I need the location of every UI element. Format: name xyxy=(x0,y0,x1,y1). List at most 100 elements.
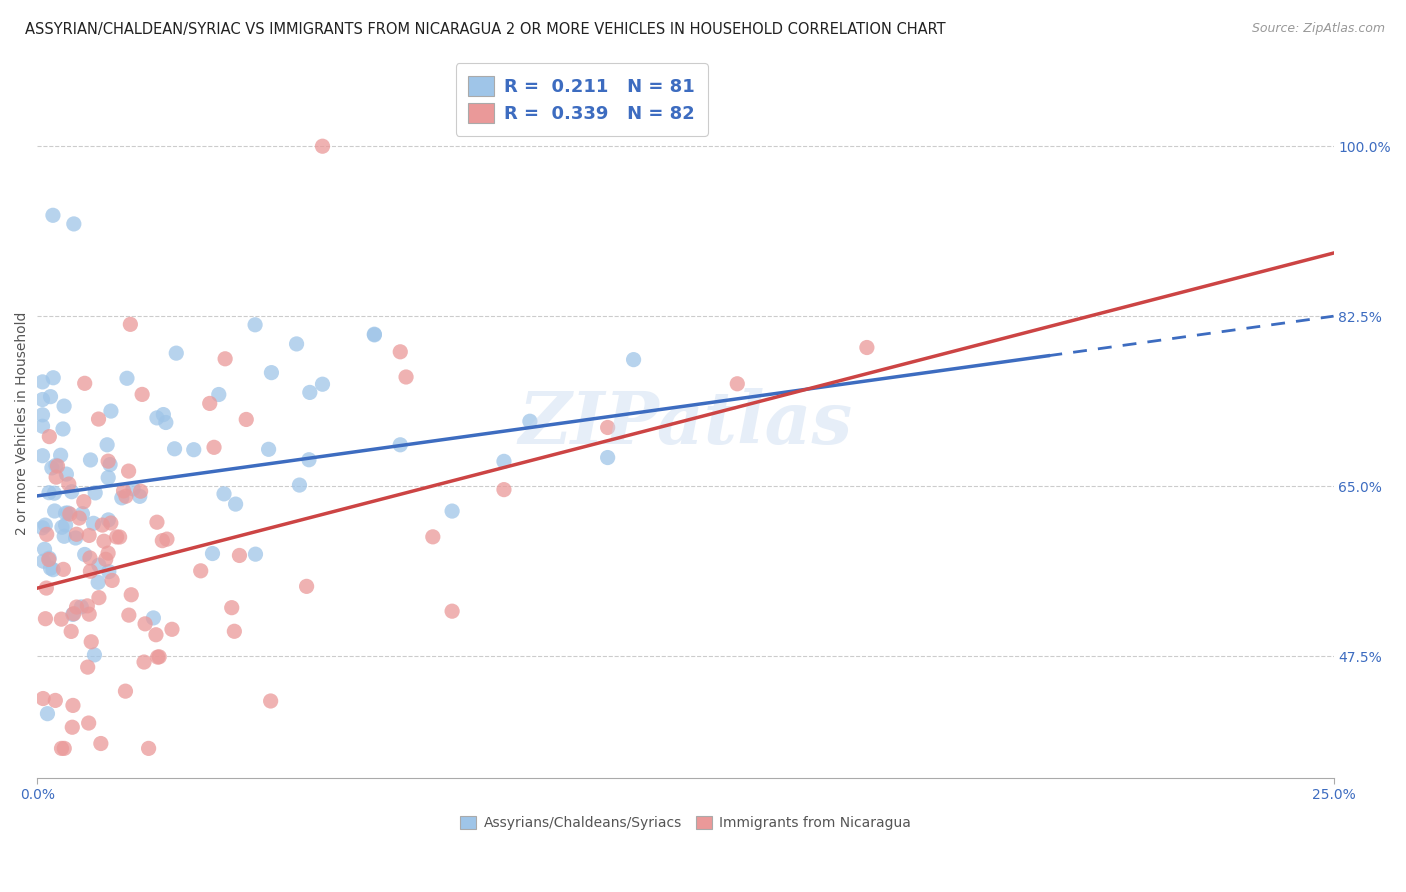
Point xyxy=(45,470,67,484)
Point xyxy=(37,706,59,721)
Point xyxy=(198,396,221,410)
Text: ASSYRIAN/CHALDEAN/SYRIAC VS IMMIGRANTS FROM NICARAGUA 2 OR MORE VEHICLES IN HOUS: ASSYRIAN/CHALDEAN/SYRIAC VS IMMIGRANTS F… xyxy=(25,22,946,37)
Point xyxy=(298,452,321,467)
Point xyxy=(441,504,464,518)
Point xyxy=(311,139,333,153)
Point xyxy=(53,529,76,543)
Point xyxy=(725,376,748,391)
Point xyxy=(42,208,65,222)
Point xyxy=(112,483,135,498)
Point xyxy=(129,484,152,499)
Point xyxy=(55,517,77,532)
Point xyxy=(132,655,155,669)
Point xyxy=(31,521,53,535)
Point xyxy=(120,318,142,332)
Point xyxy=(41,461,63,475)
Point xyxy=(201,547,224,561)
Point xyxy=(596,450,619,465)
Point xyxy=(97,546,120,560)
Point xyxy=(389,344,412,359)
Point xyxy=(96,438,118,452)
Point xyxy=(77,607,100,622)
Point xyxy=(146,410,169,425)
Point xyxy=(395,370,418,384)
Point xyxy=(212,487,235,501)
Point xyxy=(243,318,266,332)
Point xyxy=(221,600,243,615)
Point xyxy=(91,518,114,533)
Point xyxy=(58,477,80,491)
Text: Source: ZipAtlas.com: Source: ZipAtlas.com xyxy=(1251,22,1385,36)
Point xyxy=(142,611,165,625)
Point xyxy=(49,448,72,462)
Point xyxy=(42,563,65,577)
Point xyxy=(134,616,156,631)
Point xyxy=(70,599,93,614)
Point xyxy=(87,575,110,590)
Point xyxy=(101,574,124,588)
Point xyxy=(65,600,87,615)
Point xyxy=(55,467,77,481)
Point xyxy=(492,483,515,497)
Point xyxy=(53,399,76,413)
Point xyxy=(228,549,250,563)
Point xyxy=(183,442,205,457)
Point xyxy=(311,377,333,392)
Point xyxy=(62,698,84,713)
Point xyxy=(44,486,66,500)
Point xyxy=(214,351,236,366)
Point xyxy=(56,506,79,520)
Point xyxy=(138,741,160,756)
Point xyxy=(108,530,131,544)
Point xyxy=(62,607,84,622)
Point xyxy=(72,507,94,521)
Point xyxy=(257,442,280,457)
Point xyxy=(165,346,187,360)
Point xyxy=(31,449,53,463)
Point xyxy=(100,404,122,418)
Point xyxy=(145,628,167,642)
Point xyxy=(38,552,60,566)
Point xyxy=(97,470,120,484)
Point xyxy=(596,420,619,434)
Point xyxy=(44,504,66,518)
Point xyxy=(131,387,153,401)
Point xyxy=(39,390,62,404)
Point xyxy=(79,453,101,467)
Point xyxy=(100,516,122,530)
Point xyxy=(77,716,100,731)
Point xyxy=(363,327,385,342)
Point xyxy=(80,634,103,648)
Point xyxy=(208,387,231,401)
Point xyxy=(245,547,267,561)
Point xyxy=(34,542,56,557)
Point xyxy=(52,562,75,576)
Point xyxy=(60,720,83,734)
Point xyxy=(42,370,65,384)
Point xyxy=(38,485,60,500)
Point xyxy=(84,486,107,500)
Point xyxy=(51,612,73,626)
Point xyxy=(105,530,128,544)
Point xyxy=(45,458,67,473)
Point xyxy=(55,506,77,520)
Point xyxy=(225,497,247,511)
Point xyxy=(38,551,60,566)
Point xyxy=(52,422,75,436)
Point xyxy=(82,516,104,531)
Point xyxy=(76,599,98,613)
Point xyxy=(76,660,98,674)
Point xyxy=(31,419,53,434)
Point xyxy=(224,624,246,639)
Point xyxy=(31,408,53,422)
Point xyxy=(87,558,110,573)
Point xyxy=(288,478,311,492)
Point xyxy=(115,489,138,503)
Point xyxy=(87,412,110,426)
Point xyxy=(148,649,170,664)
Point xyxy=(32,554,55,568)
Point xyxy=(44,693,66,707)
Point xyxy=(146,650,169,665)
Point xyxy=(87,591,110,605)
Point xyxy=(93,534,115,549)
